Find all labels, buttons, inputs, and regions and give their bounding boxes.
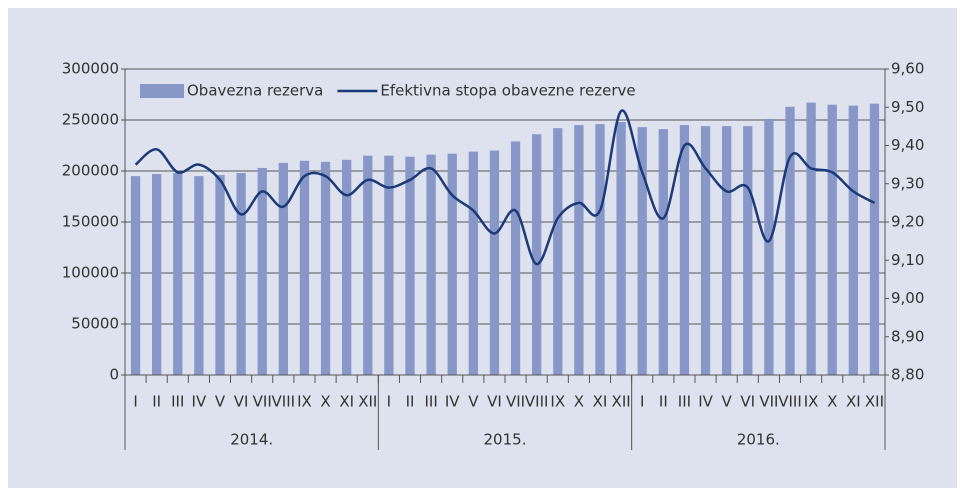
bar	[510, 141, 521, 375]
bar	[785, 106, 795, 376]
bar	[320, 161, 331, 375]
x-tick-label: V	[215, 393, 226, 411]
bar	[869, 103, 880, 376]
x-tick-label: IX	[804, 393, 819, 411]
y2-tick-label: 9,60	[891, 60, 924, 78]
x-tick-label: VI	[487, 393, 502, 411]
y2-tick-label: 9,20	[891, 213, 924, 231]
x-tick-label: XI	[339, 393, 354, 411]
x-tick-label: II	[659, 393, 668, 411]
bar	[700, 126, 711, 376]
legend-bg	[135, 78, 775, 104]
x-tick-label: X	[320, 393, 330, 411]
year-label: 2015.	[484, 431, 527, 449]
bar	[278, 162, 288, 375]
y2-tick-label: 9,50	[891, 98, 924, 116]
x-tick-label: IV	[698, 393, 713, 411]
x-tick-label: V	[722, 393, 733, 411]
y-tick-label: 150000	[62, 213, 119, 231]
bar	[447, 153, 457, 375]
bar	[679, 125, 690, 375]
x-tick-label: I	[387, 393, 391, 411]
y2-tick-label: 8,90	[891, 327, 924, 345]
bar	[827, 104, 837, 375]
bar	[806, 102, 816, 375]
bar	[173, 173, 183, 375]
bar	[553, 128, 563, 375]
line	[134, 109, 876, 266]
legend-label: Efektivna stopa obavezne rezerve	[380, 82, 635, 100]
bar	[257, 167, 267, 375]
y2-tick-label: 9,40	[891, 136, 924, 154]
bar	[405, 156, 415, 375]
bar	[489, 150, 500, 375]
bar	[299, 160, 310, 375]
x-tick-label: V	[468, 393, 479, 411]
x-tick-label: VIII	[778, 393, 802, 411]
x-tick-label: XII	[358, 393, 377, 411]
y2-tick-label: 9,00	[891, 289, 924, 307]
legend-swatch	[140, 84, 184, 98]
bar	[426, 154, 436, 375]
bar	[215, 175, 225, 375]
bar	[574, 125, 584, 375]
x-tick-label: IV	[445, 393, 460, 411]
x-tick-label: XII	[612, 393, 631, 411]
x-tick-label: XI	[593, 393, 608, 411]
x-tick-label: XII	[865, 393, 884, 411]
bar	[236, 173, 246, 375]
x-tick-label: III	[171, 393, 184, 411]
y-tick-label: 0	[109, 366, 119, 384]
bar	[152, 174, 162, 375]
bar	[848, 105, 858, 375]
x-tick-label: IX	[297, 393, 312, 411]
y-tick-label: 50000	[71, 315, 119, 333]
x-tick-label: III	[424, 393, 437, 411]
bar	[468, 151, 478, 375]
x-tick-label: VI	[234, 393, 249, 411]
y-tick-label: 100000	[62, 264, 119, 282]
bar	[658, 129, 668, 375]
year-label: 2014.	[230, 431, 273, 449]
x-tick-label: X	[574, 393, 584, 411]
x-tick-label: I	[640, 393, 644, 411]
x-tick-label: IV	[192, 393, 207, 411]
year-label: 2016.	[737, 431, 780, 449]
x-tick-label: I	[133, 393, 137, 411]
x-tick-label: VIII	[272, 393, 296, 411]
bar	[595, 124, 605, 375]
x-tick-label: VI	[740, 393, 755, 411]
y2-tick-label: 8,80	[891, 366, 924, 384]
x-tick-label: XI	[846, 393, 861, 411]
legend-label: Obavezna rezerva	[187, 82, 323, 100]
x-tick-label: II	[152, 393, 161, 411]
bar	[130, 176, 141, 375]
y2-tick-label: 9,10	[891, 251, 924, 269]
bar	[637, 127, 647, 375]
bar	[342, 159, 352, 375]
bar	[384, 155, 394, 375]
x-tick-label: II	[406, 393, 415, 411]
bar	[532, 134, 542, 375]
x-tick-label: VII	[506, 393, 525, 411]
x-tick-label: X	[827, 393, 837, 411]
y-tick-label: 300000	[62, 60, 119, 78]
y-tick-label: 250000	[62, 111, 119, 129]
bar	[764, 118, 774, 375]
bar	[363, 155, 373, 375]
y-tick-label: 200000	[62, 162, 119, 180]
bar	[194, 176, 204, 375]
x-tick-label: VIII	[525, 393, 549, 411]
x-tick-label: III	[678, 393, 691, 411]
bar	[722, 126, 732, 376]
x-tick-label: VII	[759, 393, 778, 411]
y2-tick-label: 9,30	[891, 174, 924, 192]
x-tick-label: VII	[253, 393, 272, 411]
bar	[743, 126, 753, 376]
bar	[616, 122, 626, 375]
x-tick-label: IX	[550, 393, 565, 411]
